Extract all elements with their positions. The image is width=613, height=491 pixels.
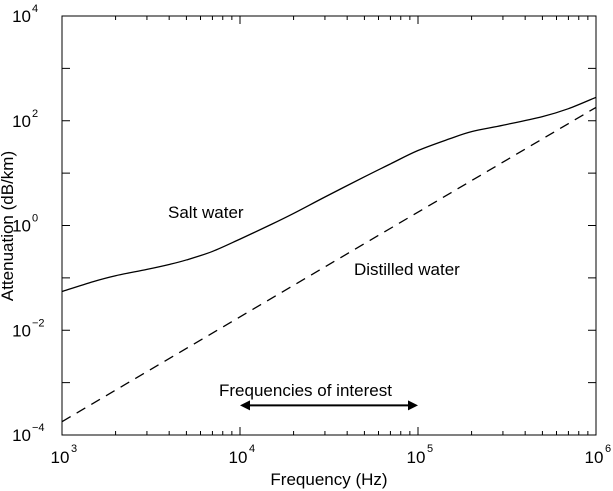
y-tick-label: 10 <box>12 7 31 26</box>
salt-water-line <box>61 96 597 293</box>
frequencies-of-interest-arrow <box>240 400 418 411</box>
y-tick-label: 10 <box>12 321 31 340</box>
x-tick-labels: 10 3 10 4 10 5 10 6 <box>51 443 612 467</box>
y-tick-exponent: 0 <box>32 213 38 225</box>
x-tick-label: 10 <box>585 448 604 467</box>
distilled-water-line <box>61 106 597 423</box>
x-tick-exponent: 5 <box>427 443 433 455</box>
y-tick-exponent: −4 <box>32 422 45 434</box>
axis-ticks <box>61 15 596 436</box>
y-axis-label: Attenuation (dB/km) <box>0 151 17 301</box>
arrow-head-left <box>240 400 250 411</box>
arrow-head-right <box>408 400 418 411</box>
y-tick-exponent: 2 <box>32 108 38 120</box>
frequencies-of-interest-label: Frequencies of interest <box>219 381 392 400</box>
x-tick-exponent: 3 <box>71 443 77 455</box>
y-tick-label: 10 <box>12 112 31 131</box>
y-tick-label: 10 <box>12 426 31 445</box>
y-tick-exponent: 4 <box>32 3 38 15</box>
x-tick-label: 10 <box>229 448 248 467</box>
distilled-water-label: Distilled water <box>354 260 460 279</box>
y-tick-exponent: −2 <box>32 317 45 329</box>
x-tick-exponent: 4 <box>249 443 255 455</box>
series-layer <box>61 96 597 423</box>
salt-water-label: Salt water <box>168 203 244 222</box>
x-tick-exponent: 6 <box>605 443 611 455</box>
y-tick-label: 10 <box>12 217 31 236</box>
x-axis-label: Frequency (Hz) <box>270 470 387 489</box>
x-tick-label: 10 <box>51 448 70 467</box>
x-tick-label: 10 <box>407 448 426 467</box>
